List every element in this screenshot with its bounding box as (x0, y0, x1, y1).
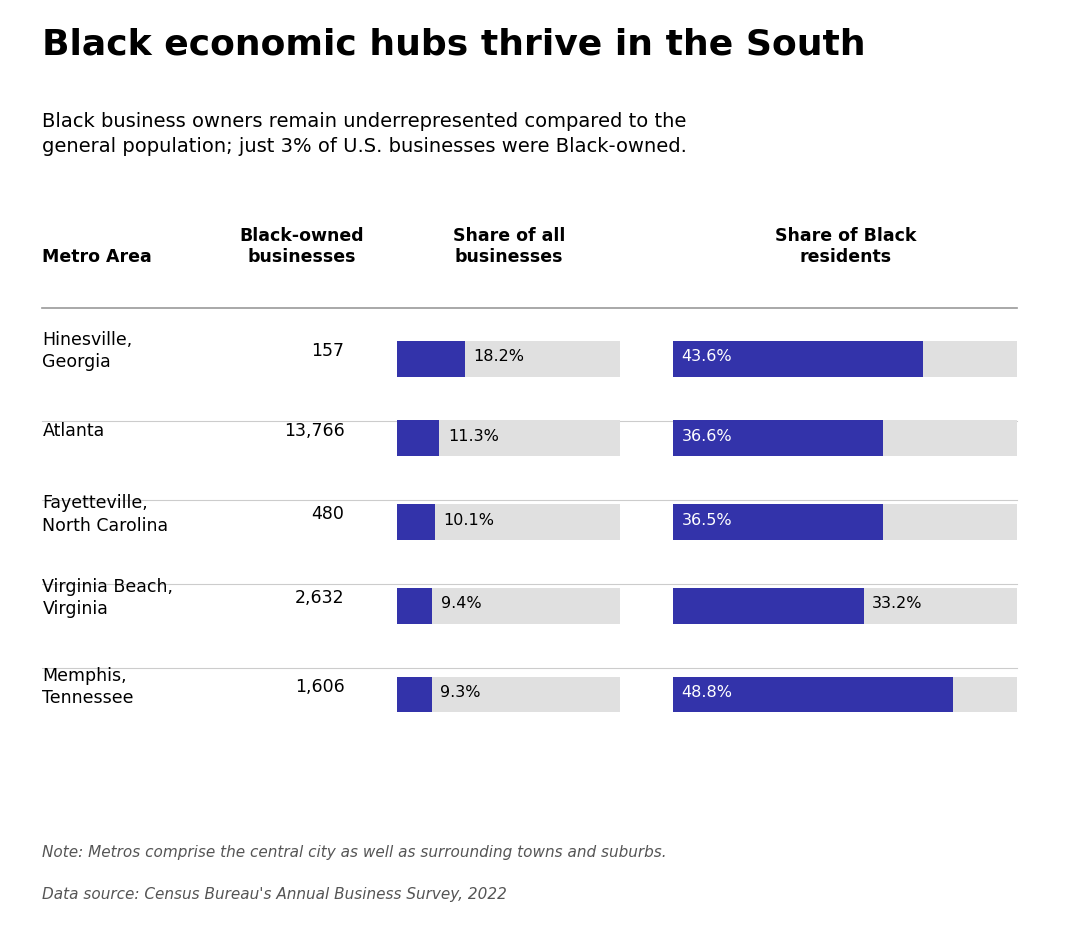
FancyBboxPatch shape (397, 588, 620, 624)
Text: 36.6%: 36.6% (681, 429, 732, 444)
Text: 33.2%: 33.2% (873, 596, 922, 611)
Text: 157: 157 (311, 342, 345, 361)
FancyBboxPatch shape (397, 420, 440, 456)
Text: 10.1%: 10.1% (444, 513, 495, 528)
Text: Share of all
businesses: Share of all businesses (453, 226, 565, 266)
FancyBboxPatch shape (673, 504, 1017, 540)
Text: 9.3%: 9.3% (441, 685, 481, 700)
FancyBboxPatch shape (397, 677, 620, 712)
Text: 43.6%: 43.6% (681, 350, 732, 364)
Text: Hinesville,
Georgia: Hinesville, Georgia (42, 331, 133, 372)
FancyBboxPatch shape (397, 677, 432, 712)
Text: Atlanta: Atlanta (42, 421, 105, 440)
Text: Share of Black
residents: Share of Black residents (774, 226, 916, 266)
FancyBboxPatch shape (397, 341, 465, 377)
FancyBboxPatch shape (397, 420, 620, 456)
Text: Note: Metros comprise the central city as well as surrounding towns and suburbs.: Note: Metros comprise the central city a… (42, 845, 667, 860)
FancyBboxPatch shape (673, 677, 1017, 712)
FancyBboxPatch shape (673, 420, 1017, 456)
Text: 18.2%: 18.2% (473, 350, 525, 364)
Text: 11.3%: 11.3% (448, 429, 499, 444)
FancyBboxPatch shape (397, 504, 620, 540)
Text: 13,766: 13,766 (284, 421, 345, 440)
Text: 9.4%: 9.4% (441, 596, 482, 611)
FancyBboxPatch shape (673, 341, 923, 377)
Text: Memphis,
Tennessee: Memphis, Tennessee (42, 666, 134, 707)
Text: Black economic hubs thrive in the South: Black economic hubs thrive in the South (42, 28, 866, 62)
FancyBboxPatch shape (397, 341, 620, 377)
Text: 36.5%: 36.5% (681, 513, 732, 528)
Text: Black-owned
businesses: Black-owned businesses (240, 226, 364, 266)
Text: 1,606: 1,606 (295, 678, 345, 696)
Text: Metro Area: Metro Area (42, 248, 152, 266)
Text: Fayetteville,
North Carolina: Fayetteville, North Carolina (42, 494, 168, 535)
Text: 480: 480 (312, 505, 345, 524)
FancyBboxPatch shape (673, 588, 1017, 624)
FancyBboxPatch shape (673, 677, 954, 712)
FancyBboxPatch shape (673, 341, 1017, 377)
Text: Data source: Census Bureau's Annual Business Survey, 2022: Data source: Census Bureau's Annual Busi… (42, 887, 508, 902)
Text: 48.8%: 48.8% (681, 685, 732, 700)
Text: 2,632: 2,632 (295, 589, 345, 608)
FancyBboxPatch shape (397, 588, 432, 624)
Text: Virginia Beach,
Virginia: Virginia Beach, Virginia (42, 578, 174, 619)
FancyBboxPatch shape (673, 504, 882, 540)
FancyBboxPatch shape (673, 588, 864, 624)
FancyBboxPatch shape (397, 504, 435, 540)
FancyBboxPatch shape (673, 420, 883, 456)
Text: Black business owners remain underrepresented compared to the
general population: Black business owners remain underrepres… (42, 112, 687, 156)
